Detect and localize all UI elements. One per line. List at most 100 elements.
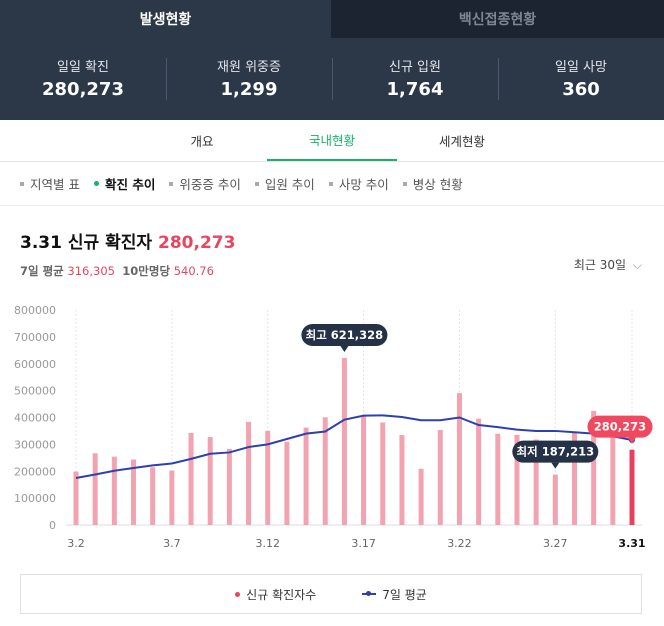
x-tick-label: 3.27 bbox=[543, 537, 568, 550]
bar-3.17 bbox=[361, 415, 367, 525]
bar-3.13 bbox=[284, 441, 290, 525]
sub-tabs: 개요 국내현황 세계현황 bbox=[0, 120, 664, 162]
category-label: 병상 현황 bbox=[412, 177, 463, 192]
bar-3.10 bbox=[226, 448, 232, 525]
stat-daily-confirmed: 일일 확진 280,273 bbox=[0, 56, 166, 120]
bar-3.29 bbox=[591, 410, 597, 525]
bar-3.5 bbox=[131, 459, 137, 525]
stat-deaths: 일일 사망 360 bbox=[498, 56, 664, 120]
category-critical-trend[interactable]: 위중증 추이 bbox=[169, 174, 241, 193]
stat-value: 280,273 bbox=[42, 79, 124, 100]
tab-world[interactable]: 세계현황 bbox=[438, 134, 485, 149]
per-value: 540.76 bbox=[173, 264, 214, 278]
bar-3.19 bbox=[399, 435, 405, 525]
per-label: 10만명당 bbox=[122, 264, 171, 278]
y-tick-label: 400000 bbox=[14, 412, 56, 425]
bar-3.3 bbox=[92, 453, 98, 525]
x-tick-label: 3.2 bbox=[67, 537, 85, 550]
legend-bars: 신규 확진자수 bbox=[235, 586, 316, 603]
category-menu: 지역별 표 확진 추이 위중증 추이 입원 추이 사망 추이 병상 현황 bbox=[0, 162, 664, 206]
bullet-icon bbox=[20, 181, 24, 186]
legend-line: 7일 평균 bbox=[362, 586, 427, 603]
bar-3.30 bbox=[610, 431, 616, 525]
annotation-latest-bubble bbox=[587, 415, 653, 438]
y-tick-label: 200000 bbox=[14, 465, 56, 478]
tab-overview[interactable]: 개요 bbox=[190, 134, 214, 149]
stat-critical: 재원 위중증 1,299 bbox=[166, 56, 332, 120]
top-tabs: 발생현황 백신접종현황 bbox=[0, 0, 664, 38]
range-dropdown[interactable]: 최근 30일 ⌵ bbox=[574, 256, 642, 273]
bullet-icon bbox=[328, 181, 333, 186]
bullet-icon bbox=[93, 181, 99, 186]
bar-3.21 bbox=[437, 429, 443, 525]
tab-outbreak[interactable]: 발생현황 bbox=[0, 0, 331, 38]
annotation-latest-label: 280,273 bbox=[594, 420, 646, 434]
bullet-icon bbox=[169, 181, 174, 186]
annotation-min-label: 최저 187,213 bbox=[517, 445, 595, 459]
chart-header: 3.31 신규 확진자 280,273 7일 평균 316,305 10만명당 5… bbox=[0, 206, 664, 288]
bar-3.9 bbox=[207, 436, 213, 525]
bar-3.4 bbox=[111, 456, 117, 525]
bar-3.8 bbox=[188, 432, 194, 525]
legend-bars-label: 신규 확진자수 bbox=[246, 587, 317, 602]
stat-label: 신규 입원 bbox=[389, 60, 441, 75]
stat-value: 1,299 bbox=[220, 79, 278, 100]
annotation-max-bubble bbox=[301, 324, 388, 347]
bar-3.14 bbox=[303, 427, 309, 525]
bar-3.7 bbox=[169, 470, 175, 525]
category-bed-status[interactable]: 병상 현황 bbox=[402, 174, 463, 193]
bar-3.25 bbox=[514, 434, 520, 525]
chart-subinfo: 7일 평균 316,305 10만명당 540.76 bbox=[20, 263, 644, 279]
bar-3.6 bbox=[150, 467, 156, 525]
bar-dot-icon bbox=[235, 591, 241, 597]
category-confirmed-trend[interactable]: 확진 추이 bbox=[93, 174, 156, 193]
tab-vaccination[interactable]: 백신접종현황 bbox=[331, 0, 664, 38]
bar-3.15 bbox=[322, 417, 328, 525]
bar-3.12 bbox=[265, 430, 271, 525]
chart-legend: 신규 확진자수 7일 평균 bbox=[20, 574, 642, 614]
category-label: 사망 추이 bbox=[338, 177, 389, 192]
annotation-min-pointer bbox=[551, 462, 560, 469]
stats-panel: 일일 확진 280,273 재원 위중증 1,299 신규 입원 1,764 일… bbox=[0, 38, 664, 120]
bar-3.22 bbox=[456, 393, 462, 525]
x-tick-label: 3.17 bbox=[351, 537, 376, 550]
category-death-trend[interactable]: 사망 추이 bbox=[328, 174, 389, 193]
annotation-min-bubble bbox=[512, 440, 599, 463]
avg-label: 7일 평균 bbox=[20, 264, 64, 278]
category-label: 지역별 표 bbox=[30, 177, 80, 192]
bullet-icon bbox=[254, 181, 259, 186]
tab-domestic[interactable]: 국내현황 bbox=[267, 120, 397, 161]
annotation-max-label: 최고 621,328 bbox=[306, 328, 384, 342]
y-tick-label: 100000 bbox=[14, 492, 56, 505]
y-tick-label: 0 bbox=[49, 519, 56, 532]
x-tick-label: 3.31 bbox=[618, 537, 645, 550]
stat-label: 일일 확진 bbox=[57, 60, 109, 75]
bar-3.20 bbox=[418, 468, 424, 525]
chart-title: 3.31 신규 확진자 280,273 bbox=[20, 228, 644, 253]
avg-line bbox=[75, 414, 633, 479]
category-admission-trend[interactable]: 입원 추이 bbox=[254, 174, 315, 193]
legend-line-label: 7일 평균 bbox=[382, 587, 427, 602]
category-label: 확진 추이 bbox=[104, 177, 156, 192]
y-tick-label: 600000 bbox=[14, 358, 56, 371]
y-tick-label: 500000 bbox=[14, 385, 56, 398]
category-region-table[interactable]: 지역별 표 bbox=[20, 174, 80, 193]
line-marker-icon bbox=[362, 591, 377, 596]
bar-3.2 bbox=[73, 471, 79, 525]
range-label: 최근 30일 bbox=[573, 258, 627, 272]
bullet-icon bbox=[402, 181, 407, 186]
bar-3.18 bbox=[380, 422, 386, 525]
category-label: 입원 추이 bbox=[264, 177, 315, 192]
bar-3.23 bbox=[476, 418, 482, 525]
avg-value: 316,305 bbox=[67, 264, 115, 278]
bar-3.27 bbox=[552, 474, 558, 525]
x-tick-label: 3.12 bbox=[255, 537, 280, 550]
stat-value: 360 bbox=[562, 79, 600, 100]
bar-3.16 bbox=[341, 358, 347, 525]
y-tick-label: 700000 bbox=[14, 331, 56, 344]
bar-3.24 bbox=[495, 433, 501, 525]
y-tick-label: 800000 bbox=[14, 304, 56, 317]
stat-value: 1,764 bbox=[386, 79, 444, 100]
annotation-latest-pointer bbox=[628, 437, 636, 444]
x-tick-label: 3.7 bbox=[163, 537, 181, 550]
